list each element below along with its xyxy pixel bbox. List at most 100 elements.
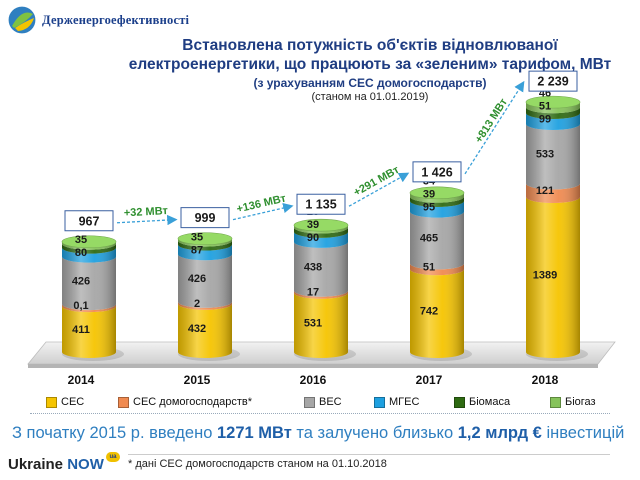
divider: [30, 413, 610, 414]
bar-segment-shade: [526, 196, 580, 358]
chart-bars: 4110,14268035159674322426873517999531174…: [61, 70, 588, 361]
page-title: Встановлена потужність об'єктів відновлю…: [120, 36, 620, 74]
bar-segment-shade: [410, 201, 464, 218]
legend-label: СЕС: [61, 396, 85, 408]
x-tick-label: 2014: [68, 373, 95, 387]
legend-label: Біогаз: [565, 396, 596, 408]
summary-capacity: 1271 МВт: [217, 424, 292, 442]
data-label: 531: [304, 317, 322, 329]
legend-item: МГЕС: [374, 396, 419, 408]
data-label: 51: [423, 261, 435, 273]
bar-top-cap: [409, 186, 465, 200]
bar-group-2017: 742514659539341 426: [409, 161, 465, 358]
footnote: * дані СЕС домогосподарств станом на 01.…: [128, 458, 387, 470]
bar-top-cap: [61, 235, 117, 249]
x-tick-label: 2015: [184, 373, 211, 387]
total-box: [412, 161, 462, 183]
title-line-2: електроенергетики, що працюють за «зелен…: [128, 56, 612, 73]
subtitle-date: (станом на 01.01.2019): [311, 91, 429, 103]
bar-segment-shade: [62, 304, 116, 313]
x-tick-label: 2016: [300, 373, 327, 387]
total-box: [296, 193, 346, 215]
data-label: 87: [191, 244, 203, 256]
data-label: 426: [72, 275, 90, 287]
increment-label: +813 МВт: [473, 96, 510, 145]
total-box: [528, 70, 578, 92]
data-label: 121: [536, 185, 554, 197]
data-label: 80: [75, 247, 87, 259]
data-label: 742: [420, 306, 438, 318]
summary-suffix: інвестицій: [546, 424, 625, 442]
data-label: 17: [307, 287, 319, 299]
legend-item: СЕС: [46, 396, 84, 408]
bar-segment-shade: [62, 247, 116, 263]
data-label: 533: [536, 149, 554, 161]
data-label: 35: [191, 231, 203, 243]
total-label: 999: [195, 211, 216, 225]
bar-segment-shade: [178, 238, 232, 247]
legend-swatch: [118, 396, 129, 408]
data-label: 39: [307, 219, 319, 231]
bar-segment-shade: [410, 192, 464, 203]
brand-text: Ukraine NOW: [8, 456, 104, 473]
data-label: 2: [194, 298, 200, 310]
legend-item: Біогаз: [550, 396, 596, 408]
x-tick-label: 2018: [532, 373, 559, 387]
legend-label: МГЕС: [389, 396, 420, 408]
total-label: 1 426: [421, 165, 452, 179]
total-box: [64, 210, 114, 232]
bar-segment-shade: [62, 256, 116, 311]
legend-swatch: [304, 396, 315, 408]
floor-edge: [28, 364, 598, 368]
bar-segment-shade: [62, 306, 116, 358]
bar-segment-shade: [62, 241, 116, 250]
bar-group-2016: 531174389039201 135: [293, 193, 349, 358]
bar-segment-shade: [410, 211, 464, 270]
bar-segment-shade: [410, 269, 464, 358]
bar-segment-shade: [294, 227, 348, 238]
bar-segment-shade: [62, 243, 116, 254]
legend-item: Біомаса: [454, 396, 510, 408]
data-label: 90: [307, 232, 319, 244]
footnote-divider: [128, 454, 610, 455]
total-label: 967: [79, 214, 100, 228]
title-line-1: Встановлена потужність об'єктів відновлю…: [182, 37, 558, 54]
bar-segment-shade: [178, 244, 232, 261]
logo-text: Держенергоефективності: [42, 13, 190, 27]
bar-segment-shade: [410, 263, 464, 276]
x-axis-labels: 2014 2015 2016 2017 2018: [68, 373, 559, 387]
data-label: 35: [75, 234, 87, 246]
ministry-emblem-icon: [7, 5, 37, 35]
subtitle: (з урахуванням СЕС домогосподарств): [253, 76, 487, 90]
bar-segment-shade: [178, 301, 232, 310]
bar-segment-shade: [178, 254, 232, 308]
increment-label: +32 МВт: [124, 205, 169, 219]
brand-badge: ua: [106, 452, 120, 462]
bar-segment-shade: [526, 107, 580, 119]
bar-segment-shade: [410, 196, 464, 207]
bar-segment-shade: [526, 102, 580, 114]
data-label: 39: [423, 188, 435, 200]
legend-label: ВЕС: [319, 396, 342, 408]
bar-segment-shade: [294, 225, 348, 234]
bar-segment-shade: [178, 240, 232, 251]
bar-segment-shade: [526, 112, 580, 131]
growth-arrow: [348, 172, 410, 207]
data-label: 438: [304, 261, 322, 273]
bar-segment-shade: [294, 292, 348, 358]
data-label: 0,1: [73, 300, 88, 312]
bar-segment-shade: [526, 183, 580, 203]
legend-swatch: [374, 396, 385, 408]
legend-swatch: [550, 396, 561, 408]
bar-top-cap: [525, 95, 581, 109]
increment-label: +136 МВт: [236, 192, 288, 215]
bar-segment-shade: [294, 231, 348, 248]
data-label: 99: [539, 113, 551, 125]
bar-segment-shade: [178, 303, 232, 358]
growth-arrow: [464, 80, 525, 175]
total-label: 2 239: [537, 75, 568, 89]
x-tick-label: 2017: [416, 373, 443, 387]
